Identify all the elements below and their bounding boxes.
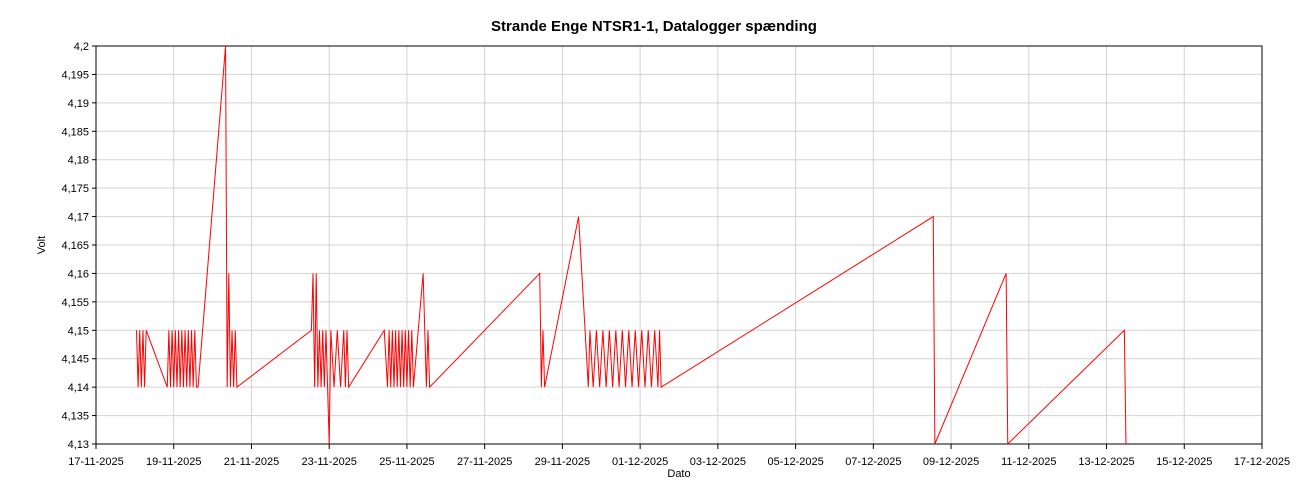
x-tick-label: 25-11-2025 [379,456,434,468]
y-tick-label: 4,16 [68,268,89,280]
y-tick-label: 4,19 [68,98,89,110]
y-tick-label: 4,17 [68,212,89,224]
x-tick-label: 09-12-2025 [923,456,979,468]
y-tick-label: 4,13 [68,439,89,451]
x-tick-label: 17-12-2025 [1234,456,1290,468]
x-tick-label: 15-12-2025 [1156,456,1212,468]
y-tick-label: 4,2 [74,41,89,53]
y-tick-label: 4,135 [61,411,89,423]
x-tick-label: 07-12-2025 [845,456,901,468]
x-tick-label: 19-11-2025 [146,456,201,468]
y-tick-label: 4,175 [61,183,89,195]
x-tick-label: 11-12-2025 [1001,456,1056,468]
x-tick-label: 23-11-2025 [301,456,356,468]
x-tick-label: 03-12-2025 [690,456,746,468]
chart-title: Strande Enge NTSR1-1, Datalogger spændin… [491,18,817,35]
x-tick-label: 29-11-2025 [535,456,590,468]
y-tick-label: 4,18 [68,155,89,167]
x-tick-label: 27-11-2025 [457,456,512,468]
x-tick-label: 01-12-2025 [612,456,668,468]
y-tick-label: 4,165 [61,240,89,252]
y-tick-label: 4,14 [68,382,89,394]
y-tick-label: 4,15 [68,325,89,337]
x-tick-label: 21-11-2025 [224,456,279,468]
x-axis-label: Dato [667,468,690,480]
y-tick-label: 4,185 [61,126,89,138]
x-tick-label: 13-12-2025 [1078,456,1134,468]
x-tick-label: 05-12-2025 [767,456,823,468]
x-tick-label: 17-11-2025 [68,456,123,468]
y-axis-label: Volt [36,236,48,254]
y-tick-label: 4,195 [61,69,89,81]
plot-frame [95,45,1263,445]
y-tick-label: 4,155 [61,297,89,309]
y-tick-label: 4,145 [61,354,89,366]
data-line [135,45,1127,446]
